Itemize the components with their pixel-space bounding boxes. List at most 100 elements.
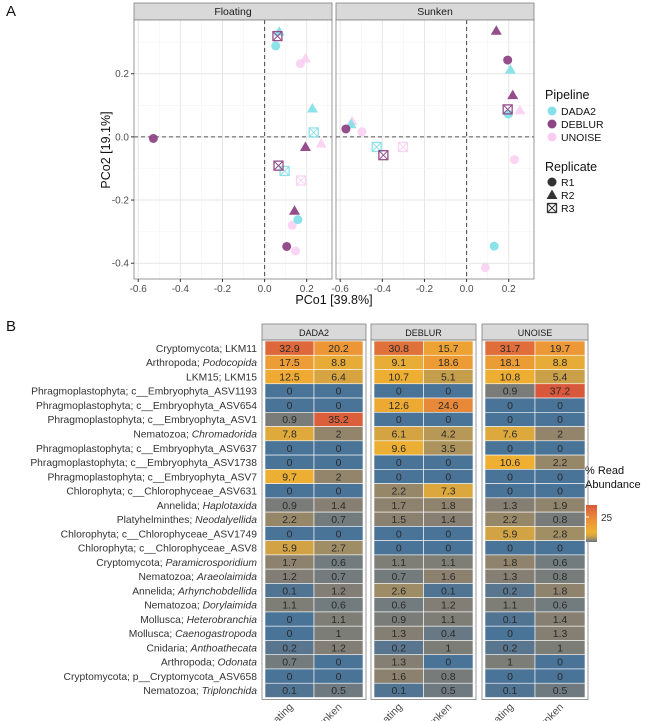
heatmap-cell-value: 0 xyxy=(445,457,451,469)
heatmap-cell-value: 0.9 xyxy=(391,614,406,626)
heatmap-cell-value: 1.1 xyxy=(503,600,518,612)
row-label: Cryptomycota; Paramicrosporidium xyxy=(96,558,257,569)
heatmap-cell-value: 8.8 xyxy=(331,357,346,369)
point-unoise-r1 xyxy=(357,127,367,137)
heatmap-cell-value: 0 xyxy=(507,671,513,683)
heatmap-cell-value: 1.8 xyxy=(553,585,568,597)
heatmap-cell-value: 12.5 xyxy=(279,371,300,383)
heatmap-cell-value: 30.8 xyxy=(389,343,410,355)
row-label: Mollusca; Caenogastropoda xyxy=(129,629,258,640)
point-unoise-r3 xyxy=(397,141,409,153)
heatmap-cell-value: 0.9 xyxy=(282,414,297,426)
heatmap-cell-value: 1.2 xyxy=(331,642,346,654)
point-deblur-r1 xyxy=(503,55,513,65)
legend-key-deblur xyxy=(547,119,557,129)
row-label: Cnidaria; Anthoathecata xyxy=(147,643,258,654)
cross-lines xyxy=(547,203,557,213)
heatmap-cell-value: 0.8 xyxy=(553,571,568,583)
legend-label-dada2: DADA2 xyxy=(561,106,596,118)
heatmap-cell-value: 0.6 xyxy=(391,600,406,612)
heatmap-cell-value: 5.9 xyxy=(503,528,518,540)
panel-border xyxy=(261,339,367,700)
point-deblur-r2 xyxy=(299,141,311,151)
heatmap-cell-value: 1.7 xyxy=(282,557,297,569)
x-tick-label: -0.6 xyxy=(332,284,350,295)
heatmap-cell-value: 0 xyxy=(287,528,293,540)
heatmap-cell-value: 31.7 xyxy=(500,343,521,355)
point-deblur-r2 xyxy=(289,205,301,215)
point-unoise-r1 xyxy=(509,155,519,165)
heatmap-cell-value: 0 xyxy=(507,471,513,483)
heatmap-cell-value: 0.6 xyxy=(331,600,346,612)
heatmap-cell-value: 2.2 xyxy=(503,514,518,526)
heatmap-cell-value: 8.8 xyxy=(553,357,568,369)
row-label: Phragmoplastophyta; c__Embryophyta_ASV17… xyxy=(30,458,257,469)
point-deblur-r1 xyxy=(341,124,351,134)
heatmap-cell-value: 10.8 xyxy=(500,371,521,383)
heatmap-cell-value: 18.1 xyxy=(500,357,521,369)
heatmap-cell-value: 0 xyxy=(336,528,342,540)
heatmap-cell-value: 0.2 xyxy=(391,642,406,654)
row-label: Chlorophyta; c__Chlorophyceae_ASV8 xyxy=(78,544,257,555)
row-label: Mollusca; Heterobranchia xyxy=(140,615,257,626)
heatmap-cell-value: 7.8 xyxy=(282,428,297,440)
heatmap-cell-value: 0 xyxy=(557,414,563,426)
heatmap-cell-value: 0 xyxy=(396,457,402,469)
heatmap-cell-value: 0.1 xyxy=(282,685,297,697)
heatmap-cell-value: 1.8 xyxy=(441,500,456,512)
heatmap-cell-value: 18.6 xyxy=(438,357,459,369)
heatmap-cell-value: 15.7 xyxy=(438,343,459,355)
heatmap-cell-value: 0 xyxy=(557,671,563,683)
heatmap-cell-value: 0 xyxy=(445,471,451,483)
heatmap-cell-value: 1.1 xyxy=(441,557,456,569)
heatmap-cell-value: 7.3 xyxy=(441,486,456,498)
heatmap-cell-value: 0 xyxy=(557,657,563,669)
legend-key-r1 xyxy=(547,177,557,187)
heatmap-legend: % Read Abundance 25 xyxy=(585,465,641,524)
cross-lines xyxy=(273,160,284,171)
cross-lines xyxy=(272,31,283,41)
heatmap-cell-value: 0 xyxy=(287,400,293,412)
heatmap-cell-value: 1.2 xyxy=(282,571,297,583)
y-tick-label: -0.4 xyxy=(112,259,130,270)
facet-panel-floating: Floating -0.6 -0.4 -0.2 0.0 0.2 xyxy=(130,2,333,295)
legend-key-dada2 xyxy=(547,106,557,116)
heatmap-cell-value: 1.6 xyxy=(441,571,456,583)
panel-border xyxy=(335,19,535,280)
colorbar-tick-label: 25 xyxy=(601,513,613,524)
heatmap-cell-value: 0.6 xyxy=(331,557,346,569)
point-dada2-r2 xyxy=(306,102,318,113)
x-tick-label: 0.2 xyxy=(300,284,314,295)
heatmap-cell-value: 0 xyxy=(445,528,451,540)
point-deblur-r2 xyxy=(490,25,502,35)
heatmap-cell-value: 0 xyxy=(396,528,402,540)
heatmap-cell-value: 0.2 xyxy=(282,642,297,654)
heatmap-cell-value: 1 xyxy=(445,642,451,654)
heatmap-cell-value: 1.4 xyxy=(331,500,346,512)
point-dada2-r3 xyxy=(371,141,382,153)
heatmap-cell-value: 20.2 xyxy=(328,343,349,355)
square-outline xyxy=(272,30,283,42)
heatmap-cell-value: 1.6 xyxy=(391,671,406,683)
heatmap-cell-value: 1.1 xyxy=(391,557,406,569)
point-dada2-r3 xyxy=(279,165,290,177)
legend-label-r2: R2 xyxy=(561,190,575,202)
heatmap-cell-value: 0 xyxy=(557,543,563,555)
legend-title-pipeline: Pipeline xyxy=(545,88,590,102)
heatmap-cell-value: 0 xyxy=(287,386,293,398)
facet-strip-label: Sunken xyxy=(417,6,453,18)
heatmap-cell-value: 0 xyxy=(445,657,451,669)
heatmap-cell-value: 1.4 xyxy=(553,614,568,626)
heatmap-cell-value: 0.5 xyxy=(441,685,456,697)
heatmap-cell-value: 10.7 xyxy=(389,371,410,383)
heatmap-cell-value: 1.9 xyxy=(553,500,568,512)
heatmap-cell-value: 1.3 xyxy=(391,628,406,640)
point-deblur-r3 xyxy=(502,104,513,115)
heatmap-cell-value: 0 xyxy=(336,457,342,469)
heatmap-cell-value: 4.2 xyxy=(441,428,456,440)
row-label: Phragmoplastophyta; c__Embryophyta_ASV1 xyxy=(48,415,258,426)
point-deblur-r3 xyxy=(273,160,284,171)
point-dada2-r1 xyxy=(489,241,499,251)
heatmap-cell-value: 1.2 xyxy=(331,585,346,597)
